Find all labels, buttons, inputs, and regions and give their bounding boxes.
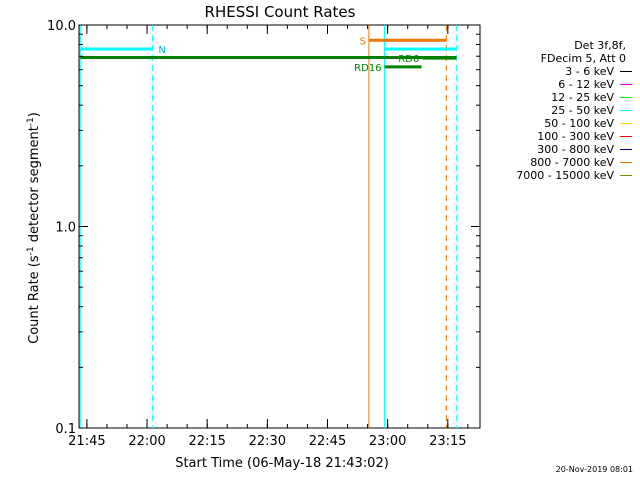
legend-item: 25 - 50 keV [492,104,632,117]
legend-item-label: 12 - 25 keV [551,91,614,104]
legend-item: 800 - 7000 keV [492,156,632,169]
legend-swatch [620,175,632,176]
legend-detector-info: Det 3f,8f, [574,39,626,52]
interval-label-4: RD6 [398,54,419,65]
legend-item-label: 50 - 100 keV [544,117,614,130]
x-axis-label: Start Time (06-May-18 21:43:02) [175,456,389,471]
legend-item: 7000 - 15000 keV [492,169,632,182]
x-tick-label-0: 21:45 [68,434,105,449]
legend-swatch [620,97,632,98]
legend-item: 6 - 12 keV [492,78,632,91]
x-tick-label-1: 22:00 [128,434,165,449]
legend-swatch [620,71,632,72]
legend-swatch [620,84,632,85]
y-tick-label-2: 10.0 [47,19,76,34]
interval-label-2: S [360,36,366,47]
chart-title: RHESSI Count Rates [205,3,356,21]
legend-item-label: 100 - 300 keV [537,130,614,143]
y-tick-label-0: 0.1 [55,422,76,437]
legend-swatch [620,149,632,150]
legend-swatch [620,136,632,137]
legend-item: 300 - 800 keV [492,143,632,156]
legend-item-label: 25 - 50 keV [551,104,614,117]
legend-decimation-info: FDecim 5, Att 0 [540,52,626,65]
y-axis-label: Count Rate (s-1 detector segment-1) [26,112,42,344]
legend-item: 3 - 6 keV [492,65,632,78]
legend-item-label: 300 - 800 keV [537,143,614,156]
timestamp: 20-Nov-2019 08:01 [555,465,633,474]
legend-item-label: 800 - 7000 keV [530,156,614,169]
legend-item: 50 - 100 keV [492,117,632,130]
x-tick-label-5: 23:00 [369,434,406,449]
legend-item: 12 - 25 keV [492,91,632,104]
legend-item: 100 - 300 keV [492,130,632,143]
x-tick-label-3: 22:30 [249,434,286,449]
interval-label-5: RD16 [354,63,381,74]
legend-item-label: 3 - 6 keV [565,65,614,78]
interval-label-0: N [158,45,165,56]
x-tick-label-2: 22:15 [188,434,225,449]
legend-swatch [620,162,632,163]
x-tick-label-6: 23:15 [429,434,466,449]
legend-item-label: 7000 - 15000 keV [516,169,614,182]
legend: Det 3f,8f, FDecim 5, Att 0 3 - 6 keV 6 - … [492,39,632,182]
y-tick-label-1: 1.0 [55,221,76,236]
legend-swatch [620,123,632,124]
legend-swatch [620,110,632,111]
x-tick-label-4: 22:45 [309,434,346,449]
legend-item-label: 6 - 12 keV [558,78,614,91]
